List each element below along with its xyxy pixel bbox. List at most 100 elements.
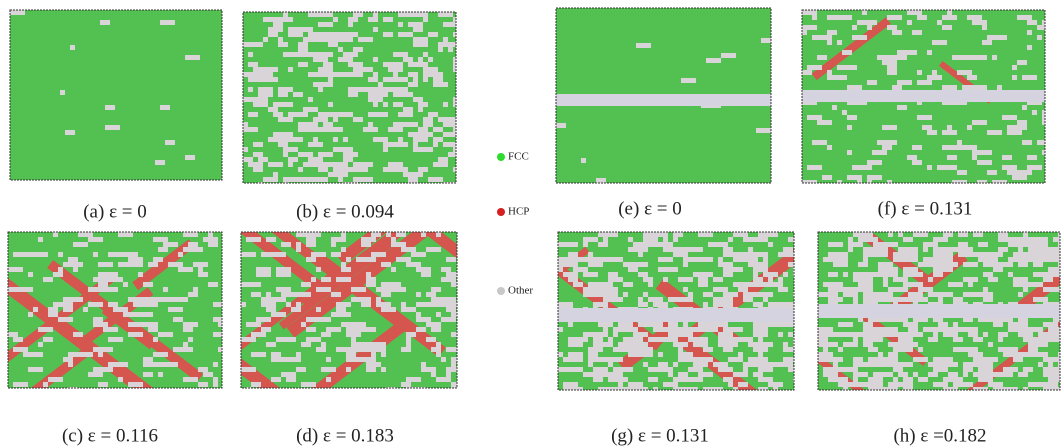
other-atoms (318, 32, 328, 37)
other-atoms (188, 242, 198, 247)
other-atoms (613, 367, 618, 372)
other-atoms (598, 322, 608, 327)
other-atoms (256, 322, 261, 327)
other-atoms (837, 40, 842, 45)
other-atoms (68, 297, 83, 302)
other-atoms (428, 177, 443, 182)
other-atoms (863, 262, 868, 267)
other-atoms (423, 117, 433, 122)
other-atoms (681, 78, 696, 83)
other-atoms (281, 242, 291, 247)
other-atoms (578, 337, 583, 342)
other-atoms (923, 297, 928, 302)
other-atoms (328, 127, 343, 132)
other-atoms (446, 372, 451, 377)
other-atoms (953, 297, 963, 302)
other-atoms (283, 12, 288, 17)
other-atoms (358, 177, 363, 182)
other-atoms (13, 382, 28, 387)
other-atoms (308, 97, 313, 102)
other-atoms (883, 327, 898, 332)
other-atoms (943, 357, 953, 362)
other-atoms (108, 277, 123, 282)
other-atoms (258, 157, 268, 162)
other-atoms (303, 122, 318, 127)
other-atoms (10, 10, 25, 15)
other-atoms (812, 15, 817, 20)
other-atoms (728, 342, 738, 347)
other-atoms (366, 237, 376, 242)
other-atoms (713, 277, 723, 282)
other-atoms (703, 357, 708, 362)
other-atoms (738, 287, 748, 292)
other-atoms (973, 337, 983, 342)
other-atoms (837, 15, 852, 20)
other-atoms (912, 30, 922, 35)
other-atoms (897, 105, 907, 110)
other-atoms (908, 377, 913, 382)
other-atoms (241, 252, 256, 257)
other-atoms (967, 15, 982, 20)
other-atoms (298, 32, 303, 37)
other-atoms (28, 272, 33, 277)
other-atoms (958, 382, 973, 387)
other-atoms (927, 165, 932, 170)
other-atoms (608, 277, 623, 282)
other-atoms (927, 75, 942, 80)
other-atoms (318, 87, 323, 92)
other-atoms (893, 242, 898, 247)
other-atoms (93, 252, 98, 257)
other-atoms (598, 292, 603, 297)
other-atoms (953, 362, 958, 367)
other-atoms (193, 287, 198, 292)
other-atoms (1037, 35, 1042, 40)
other-atoms (426, 337, 436, 342)
other-atoms (723, 377, 733, 382)
other-atoms (1053, 247, 1058, 252)
other-atoms (301, 282, 311, 287)
other-atoms (683, 372, 688, 377)
other-atoms (323, 177, 328, 182)
other-atoms (448, 47, 453, 52)
other-atoms (88, 302, 103, 307)
other-atoms (893, 362, 898, 367)
other-atoms (393, 77, 408, 82)
other-atoms (1018, 332, 1033, 337)
other-atoms (703, 337, 708, 342)
other-atoms (938, 297, 943, 302)
other-atoms (371, 252, 381, 257)
other-atoms (436, 377, 451, 382)
other-atoms (163, 352, 168, 357)
other-atoms (982, 40, 992, 45)
other-atoms (353, 117, 363, 122)
other-atoms (768, 382, 783, 387)
other-atoms (658, 297, 663, 302)
other-atoms (93, 277, 108, 282)
other-atoms (868, 382, 883, 387)
other-atoms (998, 332, 1003, 337)
other-atoms (296, 242, 301, 247)
other-atoms (778, 287, 788, 292)
other-atoms (1038, 297, 1048, 302)
other-atoms (838, 287, 848, 292)
other-atoms (451, 277, 456, 282)
other-atoms (138, 312, 153, 317)
other-atoms (638, 337, 643, 342)
other-atoms (688, 377, 693, 382)
other-atoms (703, 347, 713, 352)
other-atoms (693, 342, 703, 347)
other-atoms (261, 302, 276, 307)
other-atoms (573, 282, 583, 287)
other-atoms (53, 232, 58, 237)
other-atoms (183, 327, 193, 332)
other-atoms (108, 347, 113, 352)
other-atoms (812, 140, 827, 145)
other-atoms (103, 327, 118, 332)
other-atoms (623, 327, 638, 332)
other-atoms (938, 367, 948, 372)
other-atoms (778, 322, 793, 327)
other-atoms (1028, 347, 1038, 352)
other-atoms (306, 257, 316, 262)
other-atoms (923, 247, 928, 252)
other-atoms (28, 367, 38, 372)
